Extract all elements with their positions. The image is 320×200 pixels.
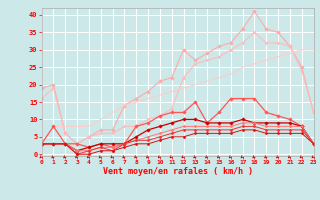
X-axis label: Vent moyen/en rafales ( km/h ): Vent moyen/en rafales ( km/h )	[103, 167, 252, 176]
